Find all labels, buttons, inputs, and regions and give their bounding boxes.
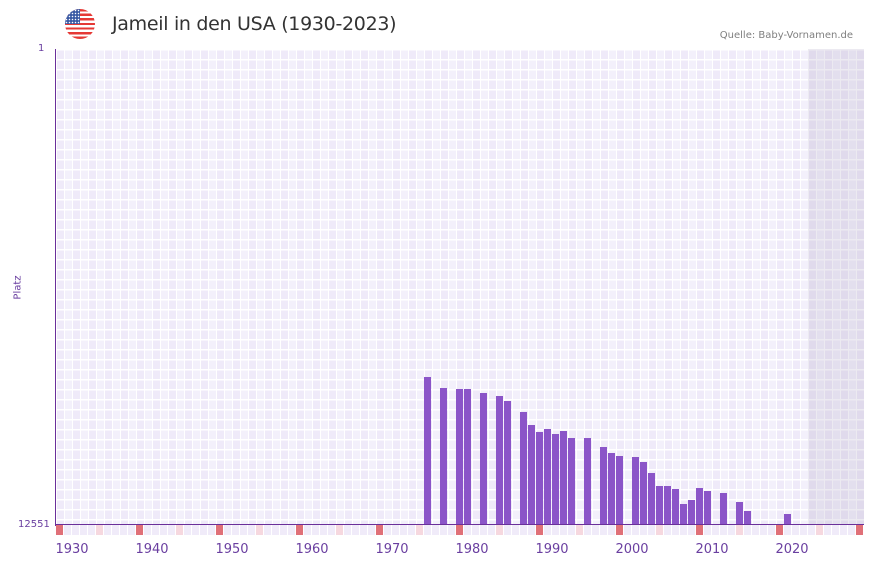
bar-1992 xyxy=(552,434,559,525)
x-tick-label: 1980 xyxy=(455,542,489,557)
bar-1996 xyxy=(584,438,591,525)
x-tick-label: 1930 xyxy=(55,542,89,557)
bar-1998 xyxy=(600,446,607,525)
bar-2006 xyxy=(664,486,671,525)
bar-1981 xyxy=(464,389,471,525)
x-tick-label: 1970 xyxy=(375,542,409,557)
half-decade-marker xyxy=(256,525,263,535)
bar-2005 xyxy=(656,486,663,525)
decade-marker-strip xyxy=(56,525,864,535)
bar-1993 xyxy=(560,431,567,525)
x-tick-label: 1990 xyxy=(535,542,569,557)
chart-title: Jameil in den USA (1930-2023) xyxy=(112,13,397,35)
half-decade-marker xyxy=(416,525,423,535)
y-tick-bottom: 12551 xyxy=(18,519,50,530)
y-tick-top: 1 xyxy=(38,43,45,54)
decade-marker xyxy=(216,525,223,535)
bar-2009 xyxy=(688,500,695,525)
bar-1983 xyxy=(480,393,487,525)
half-decade-marker xyxy=(96,525,103,535)
bar-2007 xyxy=(672,489,679,525)
half-decade-marker xyxy=(176,525,183,535)
decade-marker xyxy=(56,525,63,535)
decade-marker xyxy=(136,525,143,535)
x-tick-label: 1950 xyxy=(215,542,249,557)
bar-1985 xyxy=(496,396,503,525)
bar-1990 xyxy=(536,432,543,525)
decade-marker xyxy=(616,525,623,535)
bar-2021 xyxy=(784,514,791,525)
bar-1978 xyxy=(440,388,447,525)
bar-1976 xyxy=(424,377,431,525)
decade-marker xyxy=(856,525,863,535)
bar-1980 xyxy=(456,389,463,525)
y-axis-line xyxy=(55,49,56,526)
source-label: Quelle: Baby-Vornamen.de xyxy=(719,30,853,41)
decade-marker xyxy=(776,525,783,535)
bar-1989 xyxy=(528,425,535,525)
x-tick-label: 1940 xyxy=(135,542,169,557)
x-tick-label: 2000 xyxy=(615,542,649,557)
grid xyxy=(56,49,864,525)
x-tick-label: 2020 xyxy=(775,542,809,557)
decade-marker xyxy=(696,525,703,535)
half-decade-marker xyxy=(496,525,503,535)
x-axis-line xyxy=(55,524,864,526)
half-decade-marker xyxy=(576,525,583,535)
bar-2004 xyxy=(648,473,655,525)
bar-2002 xyxy=(632,457,639,525)
bar-1999 xyxy=(608,453,615,525)
bar-2011 xyxy=(704,491,711,525)
x-tick-label: 2010 xyxy=(695,542,729,557)
half-decade-marker xyxy=(736,525,743,535)
bar-1986 xyxy=(504,401,511,525)
x-tick-label: 1960 xyxy=(295,542,329,557)
bar-2010 xyxy=(696,487,703,525)
us-flag-icon xyxy=(65,9,95,39)
bar-2003 xyxy=(640,462,647,525)
bar-2013 xyxy=(720,493,727,525)
bar-1988 xyxy=(520,412,527,525)
decade-marker xyxy=(376,525,383,535)
decade-marker xyxy=(536,525,543,535)
half-decade-marker xyxy=(336,525,343,535)
no-data-region xyxy=(808,49,864,525)
decade-marker xyxy=(296,525,303,535)
bar-1991 xyxy=(544,429,551,525)
decade-marker xyxy=(456,525,463,535)
half-decade-marker xyxy=(816,525,823,535)
half-decade-marker xyxy=(656,525,663,535)
bar-2015 xyxy=(736,502,743,525)
bar-2016 xyxy=(744,511,751,525)
y-axis-title: Platz xyxy=(12,275,24,300)
plot-area xyxy=(56,49,864,525)
bar-1994 xyxy=(568,438,575,525)
bar-2000 xyxy=(616,456,623,525)
bar-2008 xyxy=(680,504,687,525)
